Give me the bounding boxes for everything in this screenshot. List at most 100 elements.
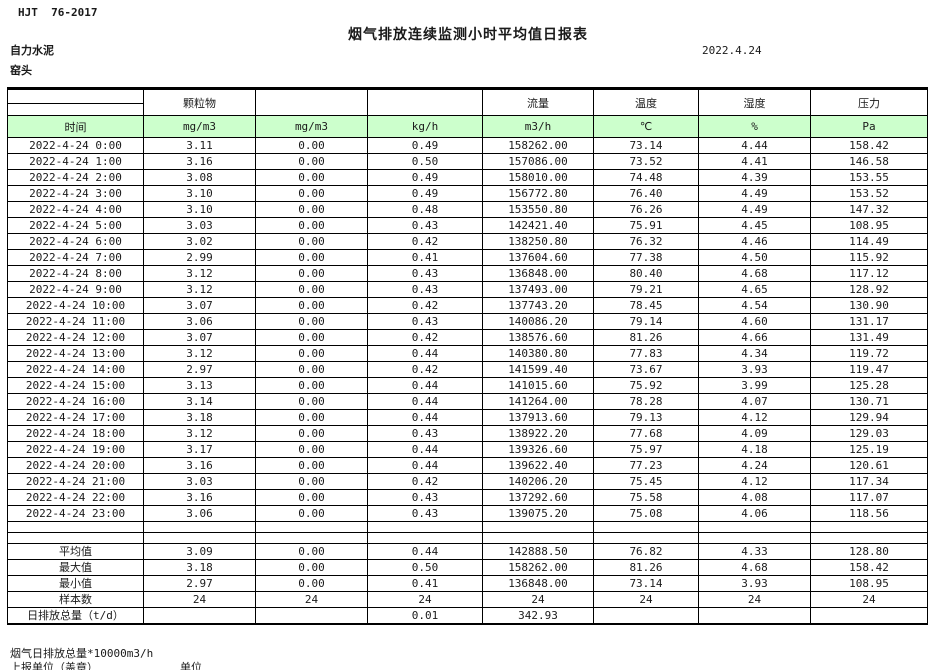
value-cell: 117.12: [810, 265, 928, 282]
summary-row: 日排放总量（t/d） 0.01 342.93: [7, 607, 928, 625]
time-cell: 2022-4-24 23:00: [7, 505, 144, 522]
value-cell: 153.52: [810, 185, 928, 202]
value-cell: 3.17: [143, 441, 256, 458]
value-cell: 4.09: [698, 425, 811, 442]
value-cell: [698, 532, 811, 544]
value-cell: 3.10: [143, 185, 256, 202]
value-cell: 0.42: [367, 473, 483, 490]
value-cell: 0.00: [255, 313, 368, 330]
value-cell: 0.42: [367, 233, 483, 250]
time-cell: 2022-4-24 16:00: [7, 393, 144, 410]
value-cell: 129.03: [810, 425, 928, 442]
value-cell: 0.00: [255, 505, 368, 522]
summary-row: 最小值 2.97 0.00 0.41 136848.00 73.14 3.93 108.95: [7, 575, 928, 592]
value-cell: 0.00: [255, 153, 368, 170]
value-cell: [143, 607, 256, 625]
time-cell: 2022-4-24 0:00: [7, 137, 144, 154]
value-cell: 4.34: [698, 345, 811, 362]
value-cell: [593, 532, 699, 544]
value-cell: 138922.20: [482, 425, 594, 442]
value-cell: 76.82: [593, 543, 699, 560]
col-header-mgm3-a: mg/m3: [143, 115, 256, 138]
value-cell: 2.99: [143, 249, 256, 266]
value-cell: [698, 607, 811, 625]
value-cell: 125.19: [810, 441, 928, 458]
value-cell: 0.00: [255, 137, 368, 154]
value-cell: 137292.60: [482, 489, 594, 506]
value-cell: 117.34: [810, 473, 928, 490]
value-cell: 0.43: [367, 313, 483, 330]
value-cell: 0.48: [367, 201, 483, 218]
col-header-mgm3-b: mg/m3: [255, 115, 368, 138]
value-cell: 138576.60: [482, 329, 594, 346]
time-cell: 2022-4-24 13:00: [7, 345, 144, 362]
value-cell: 3.16: [143, 489, 256, 506]
value-cell: 3.10: [143, 201, 256, 218]
time-cell: 2022-4-24 7:00: [7, 249, 144, 266]
value-cell: 158262.00: [482, 559, 594, 576]
company-name: 自力水泥: [10, 44, 54, 57]
value-cell: 129.94: [810, 409, 928, 426]
time-cell: 2022-4-24 15:00: [7, 377, 144, 394]
value-cell: 77.68: [593, 425, 699, 442]
value-cell: 73.14: [593, 575, 699, 592]
value-cell: 4.08: [698, 489, 811, 506]
value-cell: [810, 532, 928, 544]
col-header-percent: %: [698, 115, 811, 138]
col-header-kgh: kg/h: [367, 115, 483, 138]
value-cell: [143, 521, 256, 533]
value-cell: 0.44: [367, 393, 483, 410]
value-cell: 137604.60: [482, 249, 594, 266]
value-cell: 140380.80: [482, 345, 594, 362]
value-cell: 3.11: [143, 137, 256, 154]
value-cell: 158262.00: [482, 137, 594, 154]
value-cell: 146.58: [810, 153, 928, 170]
value-cell: 0.00: [255, 233, 368, 250]
value-cell: 141264.00: [482, 393, 594, 410]
value-cell: 158.42: [810, 137, 928, 154]
hourly-data-row: 2022-4-24 6:00 3.02 0.00 0.42 138250.80 76.32…: [7, 233, 928, 250]
value-cell: 140206.20: [482, 473, 594, 490]
value-cell: 4.06: [698, 505, 811, 522]
time-cell: 2022-4-24 12:00: [7, 329, 144, 346]
value-cell: 0.00: [255, 409, 368, 426]
value-cell: 4.24: [698, 457, 811, 474]
value-cell: 0.49: [367, 137, 483, 154]
time-cell: 2022-4-24 20:00: [7, 457, 144, 474]
value-cell: 4.45: [698, 217, 811, 234]
value-cell: 0.00: [255, 185, 368, 202]
value-cell: 73.52: [593, 153, 699, 170]
summary-label: 最大值: [7, 559, 144, 576]
time-cell: 2022-4-24 5:00: [7, 217, 144, 234]
value-cell: 78.28: [593, 393, 699, 410]
value-cell: 142888.50: [482, 543, 594, 560]
col-group-temperature: 温度: [593, 88, 699, 116]
value-cell: 2.97: [143, 575, 256, 592]
value-cell: 75.91: [593, 217, 699, 234]
time-cell: 2022-4-24 8:00: [7, 265, 144, 282]
value-cell: 75.58: [593, 489, 699, 506]
value-cell: 73.14: [593, 137, 699, 154]
value-cell: 3.16: [143, 153, 256, 170]
col-header-time: 时间: [7, 115, 144, 138]
value-cell: 120.61: [810, 457, 928, 474]
page-title: 烟气排放连续监测小时平均值日报表: [348, 27, 588, 43]
hourly-data-row: 2022-4-24 13:00 3.12 0.00 0.44 140380.80 77.8…: [7, 345, 928, 362]
value-cell: 79.13: [593, 409, 699, 426]
value-cell: 139622.40: [482, 457, 594, 474]
value-cell: 0.00: [255, 425, 368, 442]
value-cell: 0.00: [255, 281, 368, 298]
value-cell: 3.93: [698, 575, 811, 592]
value-cell: 0.49: [367, 169, 483, 186]
empty-cell: [7, 521, 144, 533]
value-cell: 4.54: [698, 297, 811, 314]
value-cell: 3.18: [143, 409, 256, 426]
empty-row: [7, 521, 928, 533]
value-cell: 76.32: [593, 233, 699, 250]
value-cell: [255, 521, 368, 533]
value-cell: 4.41: [698, 153, 811, 170]
value-cell: 24: [255, 591, 368, 608]
hourly-data-row: 2022-4-24 17:00 3.18 0.00 0.44 137913.60 79.1…: [7, 409, 928, 426]
value-cell: [593, 521, 699, 533]
value-cell: 0.43: [367, 505, 483, 522]
